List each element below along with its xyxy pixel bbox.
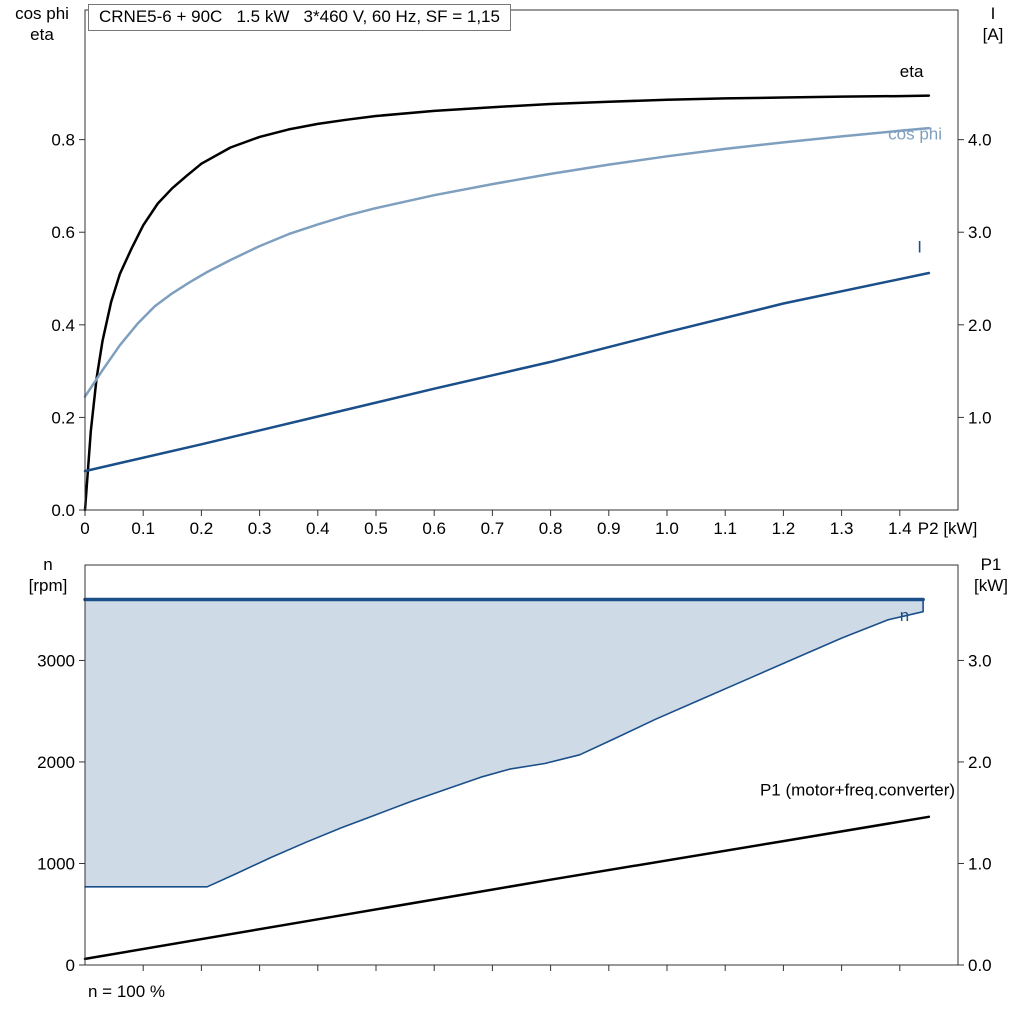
x-tick-label: 1.1 — [713, 519, 737, 538]
y-right-tick-label: 2.0 — [968, 753, 992, 772]
curve-label-eta: eta — [900, 62, 924, 81]
x-tick-label: 0.1 — [131, 519, 155, 538]
x-tick-label: 0.9 — [597, 519, 621, 538]
axis-title-line: [rpm] — [28, 576, 68, 595]
x-tick-label: 1.3 — [830, 519, 854, 538]
bottom-chart-left-axis-title: n [rpm] — [14, 554, 82, 596]
x-tick-label: 1.2 — [772, 519, 796, 538]
curve-label-cos-phi: cos phi — [888, 125, 942, 144]
plot-frame — [84, 564, 959, 966]
p1-curve — [83, 815, 931, 961]
speed-footnote: n = 100 % — [88, 982, 166, 1001]
top-chart-left-axis-title: cos phi eta — [4, 3, 80, 45]
x-axis-unit-label: P2 [kW] — [918, 519, 978, 538]
n-min-curve — [84, 598, 924, 888]
x-tick-label: 0.8 — [539, 519, 563, 538]
curve-label-i: I — [917, 238, 922, 257]
y-right-tick-label: 1.0 — [968, 408, 992, 427]
curve-label-n: n — [900, 606, 909, 625]
y-left-tick-label: 0.4 — [51, 316, 75, 335]
x-tick-label: 1.0 — [655, 519, 679, 538]
top-chart-right-axis-title: I [A] — [966, 3, 1020, 45]
x-tick-label: 0.4 — [306, 519, 330, 538]
x-tick-label: 0 — [80, 519, 89, 538]
axis-title-line: P1 — [980, 555, 1002, 574]
axis-title-line: eta — [30, 25, 54, 44]
y-left-tick-label: 0.6 — [51, 223, 75, 242]
y-right-tick-label: 2.0 — [968, 316, 992, 335]
y-left-tick-label: 0 — [66, 956, 75, 975]
y-left-tick-label: 2000 — [37, 753, 75, 772]
eta-curve — [83, 94, 931, 512]
y-right-tick-label: 3.0 — [968, 651, 992, 670]
axis-title-line: [A] — [982, 25, 1004, 44]
axis-title-line: [kW] — [974, 576, 1008, 595]
y-left-tick-label: 1000 — [37, 854, 75, 873]
current-curve — [83, 271, 931, 473]
y-left-tick-label: 0.2 — [51, 408, 75, 427]
x-tick-label: 1.4 — [888, 519, 912, 538]
plot-frame — [84, 9, 959, 511]
cos-phi-curve — [83, 126, 931, 398]
axis-title-line: n — [43, 555, 53, 574]
x-tick-label: 0.2 — [190, 519, 214, 538]
x-tick-label: 0.6 — [422, 519, 446, 538]
y-left-tick-label: 3000 — [37, 651, 75, 670]
speed-range-region — [85, 599, 924, 887]
y-right-tick-label: 0.0 — [968, 956, 992, 975]
axis-title-line: cos phi — [15, 4, 69, 23]
y-right-tick-label: 3.0 — [968, 223, 992, 242]
bottom-chart-right-axis-title: P1 [kW] — [962, 554, 1020, 596]
y-right-tick-label: 4.0 — [968, 131, 992, 150]
curve-label-p1-motor-freq-converter-: P1 (motor+freq.converter) — [760, 780, 955, 799]
x-tick-label: 0.7 — [481, 519, 505, 538]
y-right-tick-label: 1.0 — [968, 854, 992, 873]
y-left-tick-label: 0.8 — [51, 131, 75, 150]
y-left-tick-label: 0.0 — [51, 501, 75, 520]
chart-title: CRNE5-6 + 90C 1.5 kW 3*460 V, 60 Hz, SF … — [88, 4, 511, 31]
axis-title-line: I — [990, 4, 996, 23]
x-tick-label: 0.3 — [248, 519, 272, 538]
x-tick-label: 0.5 — [364, 519, 388, 538]
